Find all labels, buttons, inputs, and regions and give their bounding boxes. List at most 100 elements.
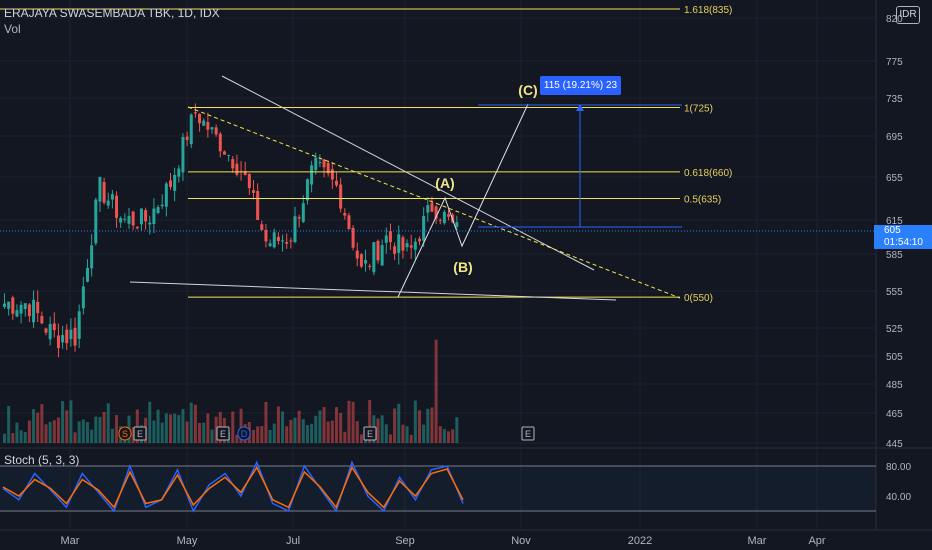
candle-body: [160, 204, 164, 207]
volume-bar: [61, 401, 65, 443]
time-tick: Nov: [511, 535, 531, 547]
volume-bar: [256, 426, 260, 443]
volume-bar: [426, 408, 430, 443]
volume-bar: [36, 412, 40, 443]
candle-body: [152, 208, 156, 224]
candle-body: [40, 315, 44, 324]
volume-bar: [393, 408, 397, 443]
last-price-badge: 605 01:54:10: [874, 225, 932, 249]
volume-bar: [343, 431, 347, 443]
fib-levels: 1.618(835) 1(725) 0.618(660) 0.5(635) 0(550): [0, 5, 732, 304]
candle-body: [413, 241, 417, 250]
candle-body: [305, 179, 309, 201]
candle-body: [32, 299, 36, 323]
candle-body: [127, 215, 131, 224]
candle-body: [368, 265, 372, 267]
volume-bar: [152, 420, 156, 443]
event-marker-label: S: [122, 429, 128, 439]
volume-bar: [40, 404, 44, 443]
last-price-countdown: 01:54:10: [884, 237, 923, 248]
volume-bar: [310, 423, 314, 443]
currency-badge[interactable]: IDR: [896, 6, 920, 24]
volume-bar: [401, 424, 405, 443]
candle-body: [177, 168, 181, 177]
price-tick: 465: [886, 409, 903, 420]
price-tick: 655: [886, 173, 903, 184]
event-marker: E: [216, 426, 230, 441]
volume-bar: [447, 431, 451, 443]
volume-bar: [189, 402, 193, 443]
candle-body: [218, 133, 222, 152]
volume-bar: [110, 428, 114, 443]
candle-body: [422, 216, 426, 241]
fib-label: 1.618(835): [684, 5, 732, 16]
event-marker: S: [118, 426, 132, 441]
volume-bar: [173, 413, 177, 443]
volume-bar: [210, 429, 214, 443]
candle-body: [102, 181, 106, 203]
candle-body: [260, 224, 264, 231]
candle-body: [11, 297, 15, 314]
volume-bar: [206, 413, 210, 443]
candle-body: [227, 154, 231, 156]
volume-bar: [131, 427, 135, 443]
price-tick: 485: [886, 380, 903, 391]
volume-bar: [438, 426, 442, 443]
candle-body: [380, 245, 384, 266]
candle-body: [19, 304, 23, 314]
trendline-dashed: [187, 106, 681, 299]
volume-bar: [376, 418, 380, 443]
candle-body: [123, 218, 127, 220]
volume-bar: [418, 410, 421, 443]
candle-body: [156, 207, 160, 213]
volume-bar: [442, 429, 446, 443]
volume-bar: [326, 421, 330, 443]
candle-body: [314, 157, 318, 171]
volume-bar: [231, 411, 235, 443]
event-marker: D: [237, 426, 251, 441]
candle-body: [193, 112, 197, 114]
volume-bar: [48, 421, 52, 443]
event-marker-label: E: [525, 429, 531, 439]
event-marker: E: [133, 426, 147, 441]
candle-body: [36, 301, 40, 314]
candle-body: [48, 323, 52, 340]
volume-bar: [160, 422, 164, 443]
time-tick: May: [177, 535, 198, 547]
event-marker: E: [521, 426, 535, 441]
volume-bar: [314, 415, 318, 443]
candle-body: [355, 250, 359, 259]
candle-body: [131, 211, 135, 226]
price-tick: 555: [886, 287, 903, 298]
volume-bar: [11, 433, 15, 443]
volume-bar: [52, 420, 56, 443]
event-marker-label: D: [241, 429, 248, 439]
volume-bar: [19, 430, 23, 443]
volume-bar: [351, 401, 355, 443]
volume-bar: [260, 426, 264, 443]
fib-label: 0.618(660): [684, 168, 732, 179]
candle-body: [322, 159, 326, 168]
candle-body: [455, 222, 459, 227]
volume-bar: [422, 424, 426, 443]
candle-body: [98, 176, 102, 202]
candle-body: [44, 328, 48, 333]
candle-body: [384, 235, 388, 243]
candle-body: [256, 190, 260, 220]
event-marker-label: E: [220, 429, 226, 439]
volume-bar: [214, 416, 218, 443]
volume-bar: [98, 416, 102, 443]
volume-bar: [339, 412, 343, 443]
candle-body: [110, 194, 114, 200]
candle-body: [276, 236, 280, 242]
stoch-title: Stoch (5, 3, 3): [4, 453, 80, 467]
volume-bar: [451, 429, 455, 443]
volume-bar: [455, 417, 459, 443]
event-marker-box: [237, 426, 251, 441]
candle-body: [15, 310, 19, 317]
event-marker-label: E: [137, 429, 143, 439]
candle-body: [23, 303, 27, 310]
volume-bar: [355, 421, 359, 443]
candle-body: [247, 173, 251, 189]
